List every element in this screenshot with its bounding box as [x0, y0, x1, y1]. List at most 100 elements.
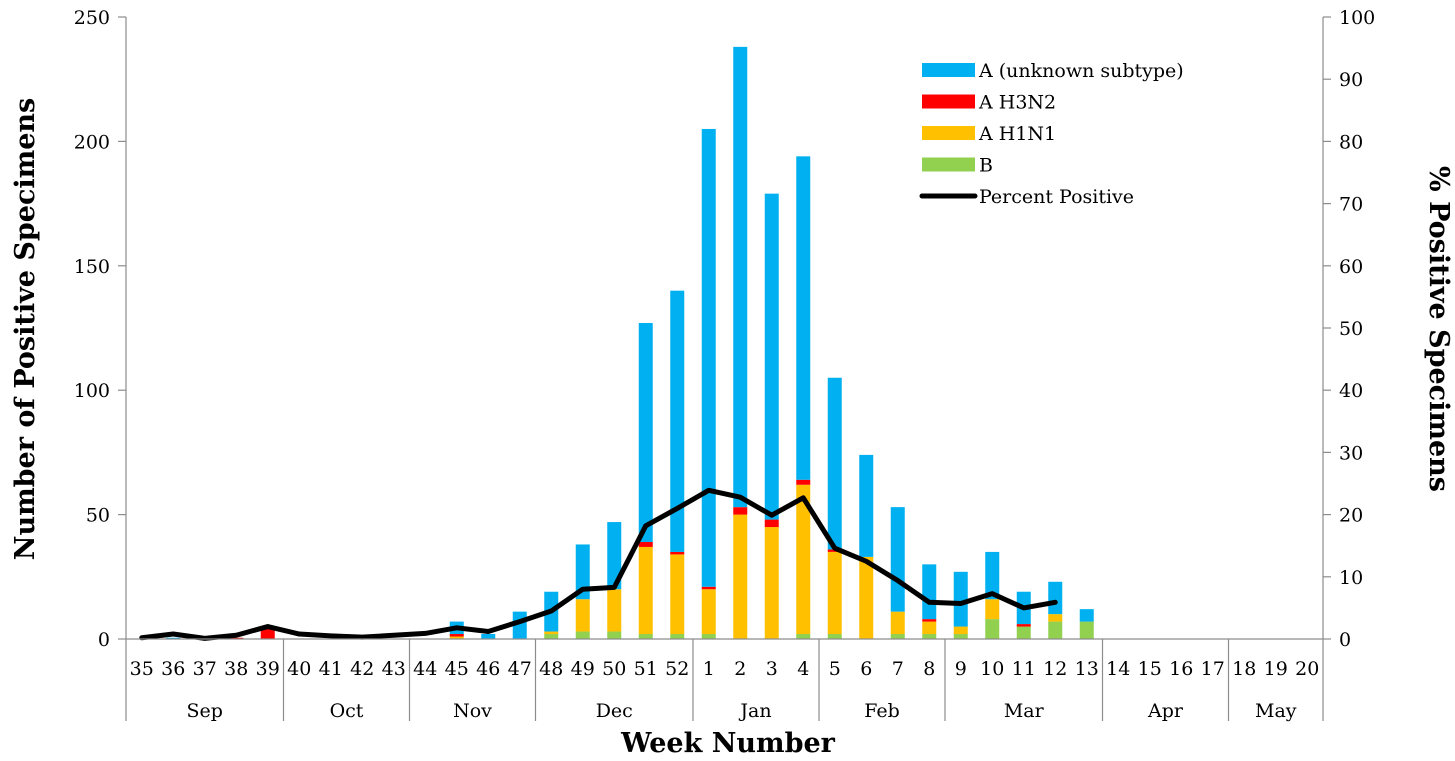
bar-segment [670, 634, 685, 639]
x-tick-label: 50 [602, 658, 626, 680]
bar-segment [922, 621, 937, 635]
x-tick-label: 15 [1138, 658, 1162, 680]
x-axis-title: Week Number [620, 728, 836, 759]
y2-tick-label: 30 [1339, 442, 1363, 464]
month-label: Jan [738, 700, 771, 722]
y-tick-label: 50 [86, 505, 110, 527]
bar-segment [1048, 621, 1063, 639]
y2-tick-label: 0 [1339, 629, 1351, 651]
bar-segment [859, 454, 874, 557]
x-tick-label: 40 [287, 658, 311, 680]
bar-segment [1079, 609, 1094, 622]
x-tick-label: 5 [829, 658, 841, 680]
y2-tick-label: 10 [1339, 567, 1363, 589]
x-tick-label: 2 [734, 658, 746, 680]
bar-segment [1079, 621, 1094, 639]
month-label: Sep [187, 700, 223, 722]
bar-segment [607, 631, 622, 639]
y-tick-label: 250 [74, 7, 110, 29]
x-tick-label: 20 [1295, 658, 1319, 680]
bar-segment [796, 479, 811, 485]
percent-positive-line [139, 487, 1058, 641]
bar-segment [922, 634, 937, 639]
x-tick-label: 17 [1201, 658, 1225, 680]
x-tick-label: 9 [955, 658, 967, 680]
legend: A (unknown subtype) A H3N2 A H1N1 B Percent … [919, 60, 1184, 208]
bar-segment [638, 541, 653, 547]
bar-segment [638, 634, 653, 639]
bar-segment [701, 634, 716, 639]
month-label: Nov [453, 700, 492, 722]
x-tick-label: 8 [923, 658, 935, 680]
x-tick-label: 48 [539, 658, 563, 680]
y-tick-label: 0 [98, 629, 110, 651]
bar-segment [827, 377, 842, 550]
bar-segment [1016, 626, 1031, 639]
bar-segment [733, 514, 748, 639]
y-axis-title: Number of Positive Specimens [10, 98, 41, 560]
month-label: Feb [864, 700, 900, 722]
percent-positive-line-layer [139, 487, 1058, 641]
legend-swatch [922, 94, 975, 109]
month-label: Apr [1147, 700, 1184, 722]
x-tick-label: 16 [1169, 658, 1193, 680]
bar-segment [701, 586, 716, 590]
x-tick-label: 38 [224, 658, 248, 680]
y2-tick-label: 100 [1339, 7, 1375, 29]
bar-segment [260, 629, 275, 639]
x-tick-label: 35 [130, 658, 154, 680]
x-tick-label: 12 [1043, 658, 1067, 680]
legend-label: A H3N2 [978, 92, 1056, 114]
bar-segment [985, 551, 1000, 600]
y-tick-label: 100 [74, 380, 110, 402]
x-tick-label: 3 [766, 658, 778, 680]
bar-segment [544, 634, 559, 639]
bar-segment [1016, 624, 1031, 627]
bar-segment [764, 527, 779, 639]
bar-segment [607, 589, 622, 632]
y2-tick-label: 60 [1339, 256, 1363, 278]
legend-label: Percent Positive [979, 186, 1134, 208]
y-tick-label: 150 [74, 256, 110, 278]
bar-segment [796, 484, 811, 635]
bar-segment [229, 637, 244, 639]
bar-segment [796, 634, 811, 639]
legend-label: A H1N1 [978, 123, 1056, 145]
y2-tick-label: 40 [1339, 380, 1363, 402]
bar-segment [764, 519, 779, 528]
x-tick-label: 6 [860, 658, 872, 680]
legend-label: B [979, 155, 993, 177]
bar-segment [575, 544, 590, 600]
bar-segment [953, 626, 968, 635]
bar-segment [827, 551, 842, 635]
legend-swatch [922, 157, 975, 172]
y-tick-label: 200 [74, 131, 110, 153]
x-tick-label: 19 [1264, 658, 1288, 680]
y2-tick-label: 70 [1339, 194, 1363, 216]
legend-label: A (unknown subtype) [978, 60, 1184, 82]
bar-segment [953, 571, 968, 627]
bar-segment [796, 156, 811, 480]
month-label: Oct [330, 700, 364, 722]
bar-segment [733, 46, 748, 508]
x-tick-label: 36 [161, 658, 185, 680]
month-label: Dec [596, 700, 633, 722]
legend-swatch [922, 63, 975, 77]
bar-segment [701, 589, 716, 635]
bar-segment [890, 507, 905, 612]
x-tick-label: 47 [508, 658, 532, 680]
x-tick-label: 13 [1075, 658, 1099, 680]
bar-segment [985, 619, 1000, 639]
bar-segment [575, 631, 590, 639]
bar-segment [166, 637, 181, 639]
bar-segment [890, 611, 905, 635]
y2-tick-label: 20 [1339, 505, 1363, 527]
bar-segment [859, 556, 874, 639]
bar-segment [733, 507, 748, 515]
bar-segment [701, 128, 716, 587]
bar-segment [764, 193, 779, 520]
x-tick-label: 39 [256, 658, 280, 680]
x-tick-label: 14 [1106, 658, 1130, 680]
